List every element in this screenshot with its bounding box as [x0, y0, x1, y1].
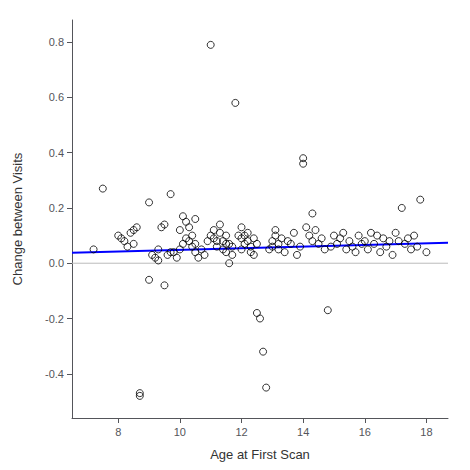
- svg-text:10: 10: [174, 426, 186, 438]
- svg-text:18: 18: [420, 426, 432, 438]
- svg-text:0.8: 0.8: [49, 36, 64, 48]
- svg-text:Change between Visits: Change between Visits: [10, 152, 25, 285]
- svg-text:8: 8: [115, 426, 121, 438]
- svg-text:14: 14: [297, 426, 309, 438]
- svg-text:0.4: 0.4: [49, 147, 64, 159]
- svg-text:-0.2: -0.2: [45, 313, 64, 325]
- svg-text:-0.4: -0.4: [45, 368, 64, 380]
- svg-text:Age at First Scan: Age at First Scan: [210, 447, 310, 462]
- svg-text:0.2: 0.2: [49, 202, 64, 214]
- svg-text:16: 16: [359, 426, 371, 438]
- svg-text:12: 12: [235, 426, 247, 438]
- svg-text:0.0: 0.0: [49, 257, 64, 269]
- svg-text:0.6: 0.6: [49, 91, 64, 103]
